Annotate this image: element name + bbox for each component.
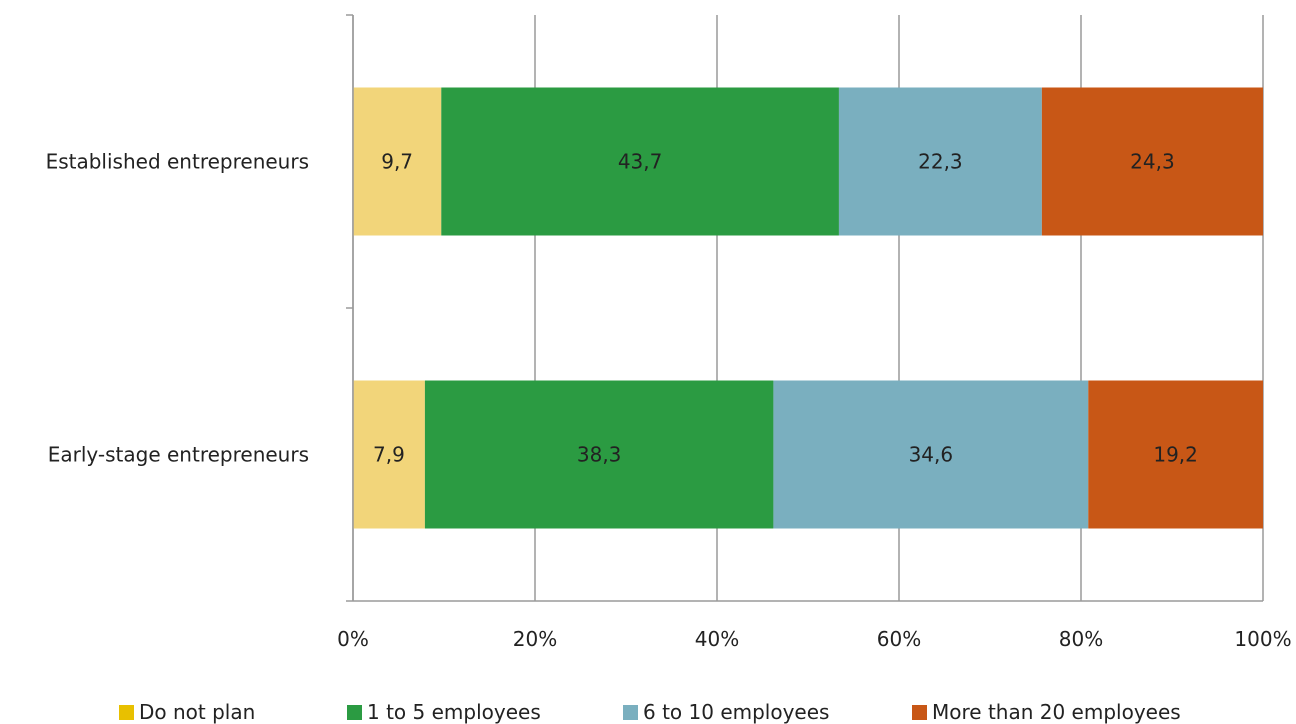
data-label-more-than-20-employees-early-stage-entrepreneurs: 19,2 [1153,443,1198,467]
legend-label-do-not-plan: Do not plan [139,700,256,724]
data-label-1-to-5-employees-early-stage-entrepreneurs: 38,3 [577,443,622,467]
legend-swatch-1-to-5-employees [347,704,362,720]
x-tick-label: 40% [695,627,739,651]
data-label-1-to-5-employees-established-entrepreneurs: 43,7 [618,150,663,174]
bar-more-than-20-employees-early-stage-entrepreneurs [1088,380,1263,529]
bar-more-than-20-employees-established-entrepreneurs [1041,87,1263,236]
y-tick-label-early-stage-entrepreneurs: Early-stage entrepreneurs [48,443,309,467]
bar-do-not-plan-early-stage-entrepreneurs [353,380,425,529]
legend-label-1-to-5-employees: 1 to 5 employees [367,700,541,724]
data-label-more-than-20-employees-established-entrepreneurs: 24,3 [1130,150,1175,174]
x-tick-label: 60% [877,627,921,651]
bar-do-not-plan-established-entrepreneurs [353,87,442,236]
legend-swatch-6-to-10-employees [623,704,638,720]
bar-1-to-5-employees-established-entrepreneurs [441,87,839,236]
data-label-6-to-10-employees-established-entrepreneurs: 22,3 [918,150,963,174]
data-label-6-to-10-employees-early-stage-entrepreneurs: 34,6 [909,443,954,467]
legend-label-more-than-20-employees: More than 20 employees [932,700,1181,724]
y-tick-label-established-entrepreneurs: Established entrepreneurs [46,150,309,174]
legend-label-6-to-10-employees: 6 to 10 employees [643,700,830,724]
legend-item-do-not-plan: Do not plan [119,700,255,724]
legend-item-more-than-20-employees: More than 20 employees [912,700,1181,724]
stacked-bar-chart: 9,7 43,7 22,3 24,3 Established entrepreneurs… [46,14,1292,651]
legend-item-1-to-5-employees: 1 to 5 employees [347,700,541,724]
legend-item-6-to-10-employees: 6 to 10 employees [623,700,829,724]
x-tick-label: 80% [1059,627,1103,651]
legend: Do not plan 1 to 5 employees 6 to 10 emp… [0,700,1296,724]
data-label-do-not-plan-early-stage-entrepreneurs: 7,9 [373,443,405,467]
x-tick-label: 0% [337,627,369,651]
bar-6-to-10-employees-early-stage-entrepreneurs [773,380,1089,529]
legend-swatch-do-not-plan [119,704,134,720]
x-tick-label: 100% [1234,627,1291,651]
bar-6-to-10-employees-established-entrepreneurs [838,87,1042,236]
bar-1-to-5-employees-early-stage-entrepreneurs [424,380,774,529]
x-tick-label: 20% [513,627,557,651]
data-label-do-not-plan-established-entrepreneurs: 9,7 [381,150,413,174]
legend-swatch-more-than-20-employees [912,704,927,720]
